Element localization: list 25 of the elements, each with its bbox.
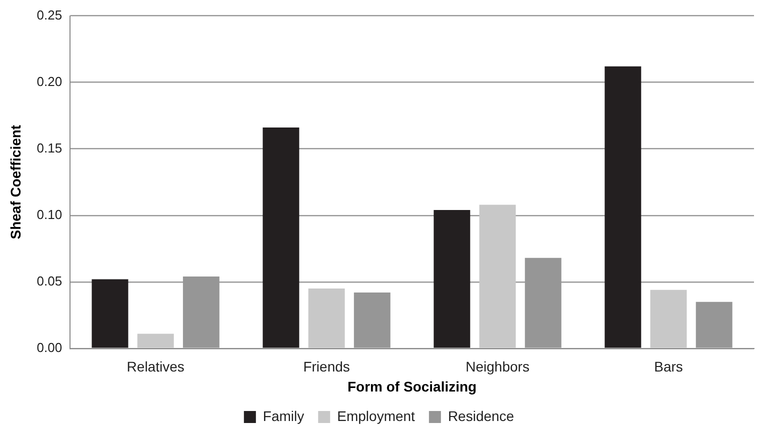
legend-label: Residence xyxy=(448,408,514,424)
y-tick-label: 0.20 xyxy=(36,74,62,89)
x-tick-label: Bars xyxy=(654,358,683,375)
x-axis-title: Form of Socializing xyxy=(347,378,477,394)
bar xyxy=(604,66,642,348)
y-tick-label: 0.00 xyxy=(36,340,62,355)
y-tick-label: 0.15 xyxy=(36,140,62,156)
x-tick-label: Friends xyxy=(303,358,350,375)
bar xyxy=(696,302,732,348)
bar xyxy=(92,279,128,348)
bar xyxy=(479,204,516,348)
x-tick-label: Neighbors xyxy=(466,358,530,375)
y-tick-label: 0.10 xyxy=(36,206,62,222)
x-tick-label: Relatives xyxy=(126,358,184,375)
legend-label: Employment xyxy=(337,408,416,424)
bar xyxy=(137,334,174,348)
bar xyxy=(650,290,687,348)
bar xyxy=(262,128,300,348)
bar xyxy=(308,288,345,348)
y-tick-label: 0.05 xyxy=(36,273,62,288)
y-axis-title: Sheaf Coefficient xyxy=(7,124,24,240)
bar xyxy=(434,210,470,348)
bar xyxy=(354,292,390,348)
y-tick-label: 0.25 xyxy=(36,7,62,22)
legend-label: Family xyxy=(262,408,304,424)
